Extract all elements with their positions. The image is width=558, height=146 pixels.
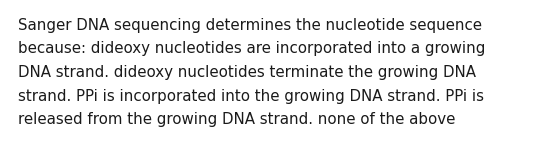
Text: because: dideoxy nucleotides are incorporated into a growing: because: dideoxy nucleotides are incorpo…	[18, 41, 485, 57]
Text: Sanger DNA sequencing determines the nucleotide sequence: Sanger DNA sequencing determines the nuc…	[18, 18, 482, 33]
Text: released from the growing DNA strand. none of the above: released from the growing DNA strand. no…	[18, 112, 455, 127]
Text: strand. PPi is incorporated into the growing DNA strand. PPi is: strand. PPi is incorporated into the gro…	[18, 88, 484, 104]
Text: DNA strand. dideoxy nucleotides terminate the growing DNA: DNA strand. dideoxy nucleotides terminat…	[18, 65, 476, 80]
